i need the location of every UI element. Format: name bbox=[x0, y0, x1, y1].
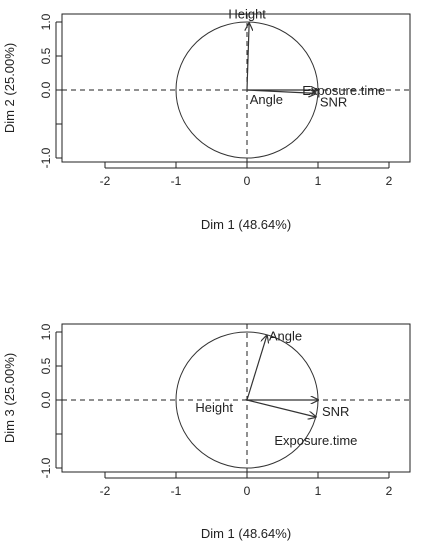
x-tick-label: 2 bbox=[386, 484, 393, 498]
panel-dim1-dim3: -2 -1 0 1 2 -1.0 0.0 0.5 1.0 Angle SNR Exposure.tim… bbox=[2, 323, 411, 541]
x-tick-label: -2 bbox=[100, 174, 111, 188]
x-tick-label: -2 bbox=[100, 484, 111, 498]
y-tick-label: 1.0 bbox=[39, 323, 53, 340]
x-axis-label: Dim 1 (48.64%) bbox=[201, 526, 291, 541]
x-tick-label: -1 bbox=[171, 484, 182, 498]
variable-label-height: Height bbox=[195, 400, 233, 415]
variable-label-height: Height bbox=[228, 6, 266, 21]
x-tick-label: 2 bbox=[386, 174, 393, 188]
variable-arrow-angle bbox=[246, 335, 267, 401]
variable-label-snr: SNR bbox=[320, 94, 347, 109]
variable-arrow-height bbox=[245, 398, 248, 401]
x-tick-label: 0 bbox=[244, 174, 251, 188]
plot-frame bbox=[61, 323, 411, 473]
variable-arrow-height bbox=[247, 23, 249, 91]
y-tick-label: 0.5 bbox=[39, 47, 53, 64]
y-tick-label: -1.0 bbox=[39, 147, 53, 168]
variable-arrow-snr bbox=[246, 90, 316, 93]
variable-label-exposure-time: Exposure.time bbox=[274, 433, 357, 448]
variable-label-exposure-time: Exposure.time bbox=[302, 83, 385, 98]
plot-frame bbox=[61, 13, 411, 163]
x-tick-label: 1 bbox=[315, 174, 322, 188]
variable-arrow-exposure-time bbox=[246, 399, 316, 417]
y-tick-label: -1.0 bbox=[39, 457, 53, 478]
y-axis-label: Dim 3 (25.00%) bbox=[2, 353, 17, 443]
y-tick-label: 0.0 bbox=[39, 391, 53, 408]
y-tick-label: 0.0 bbox=[39, 81, 53, 98]
variable-label-angle: Angle bbox=[250, 92, 283, 107]
variable-label-angle: Angle bbox=[269, 328, 302, 343]
x-tick-label: 0 bbox=[244, 484, 251, 498]
y-axis-label: Dim 2 (25.00%) bbox=[2, 43, 17, 133]
x-axis-label: Dim 1 (48.64%) bbox=[201, 217, 291, 232]
variable-label-snr: SNR bbox=[322, 404, 349, 419]
y-tick-label: 1.0 bbox=[39, 13, 53, 30]
x-tick-label: 1 bbox=[315, 484, 322, 498]
panel-dim1-dim2: -2 -1 0 1 2 -1.0 0.0 0.5 1.0 Height Exposure.timeS… bbox=[2, 6, 411, 232]
x-tick-label: -1 bbox=[171, 174, 182, 188]
y-tick-label: 0.5 bbox=[39, 357, 53, 374]
